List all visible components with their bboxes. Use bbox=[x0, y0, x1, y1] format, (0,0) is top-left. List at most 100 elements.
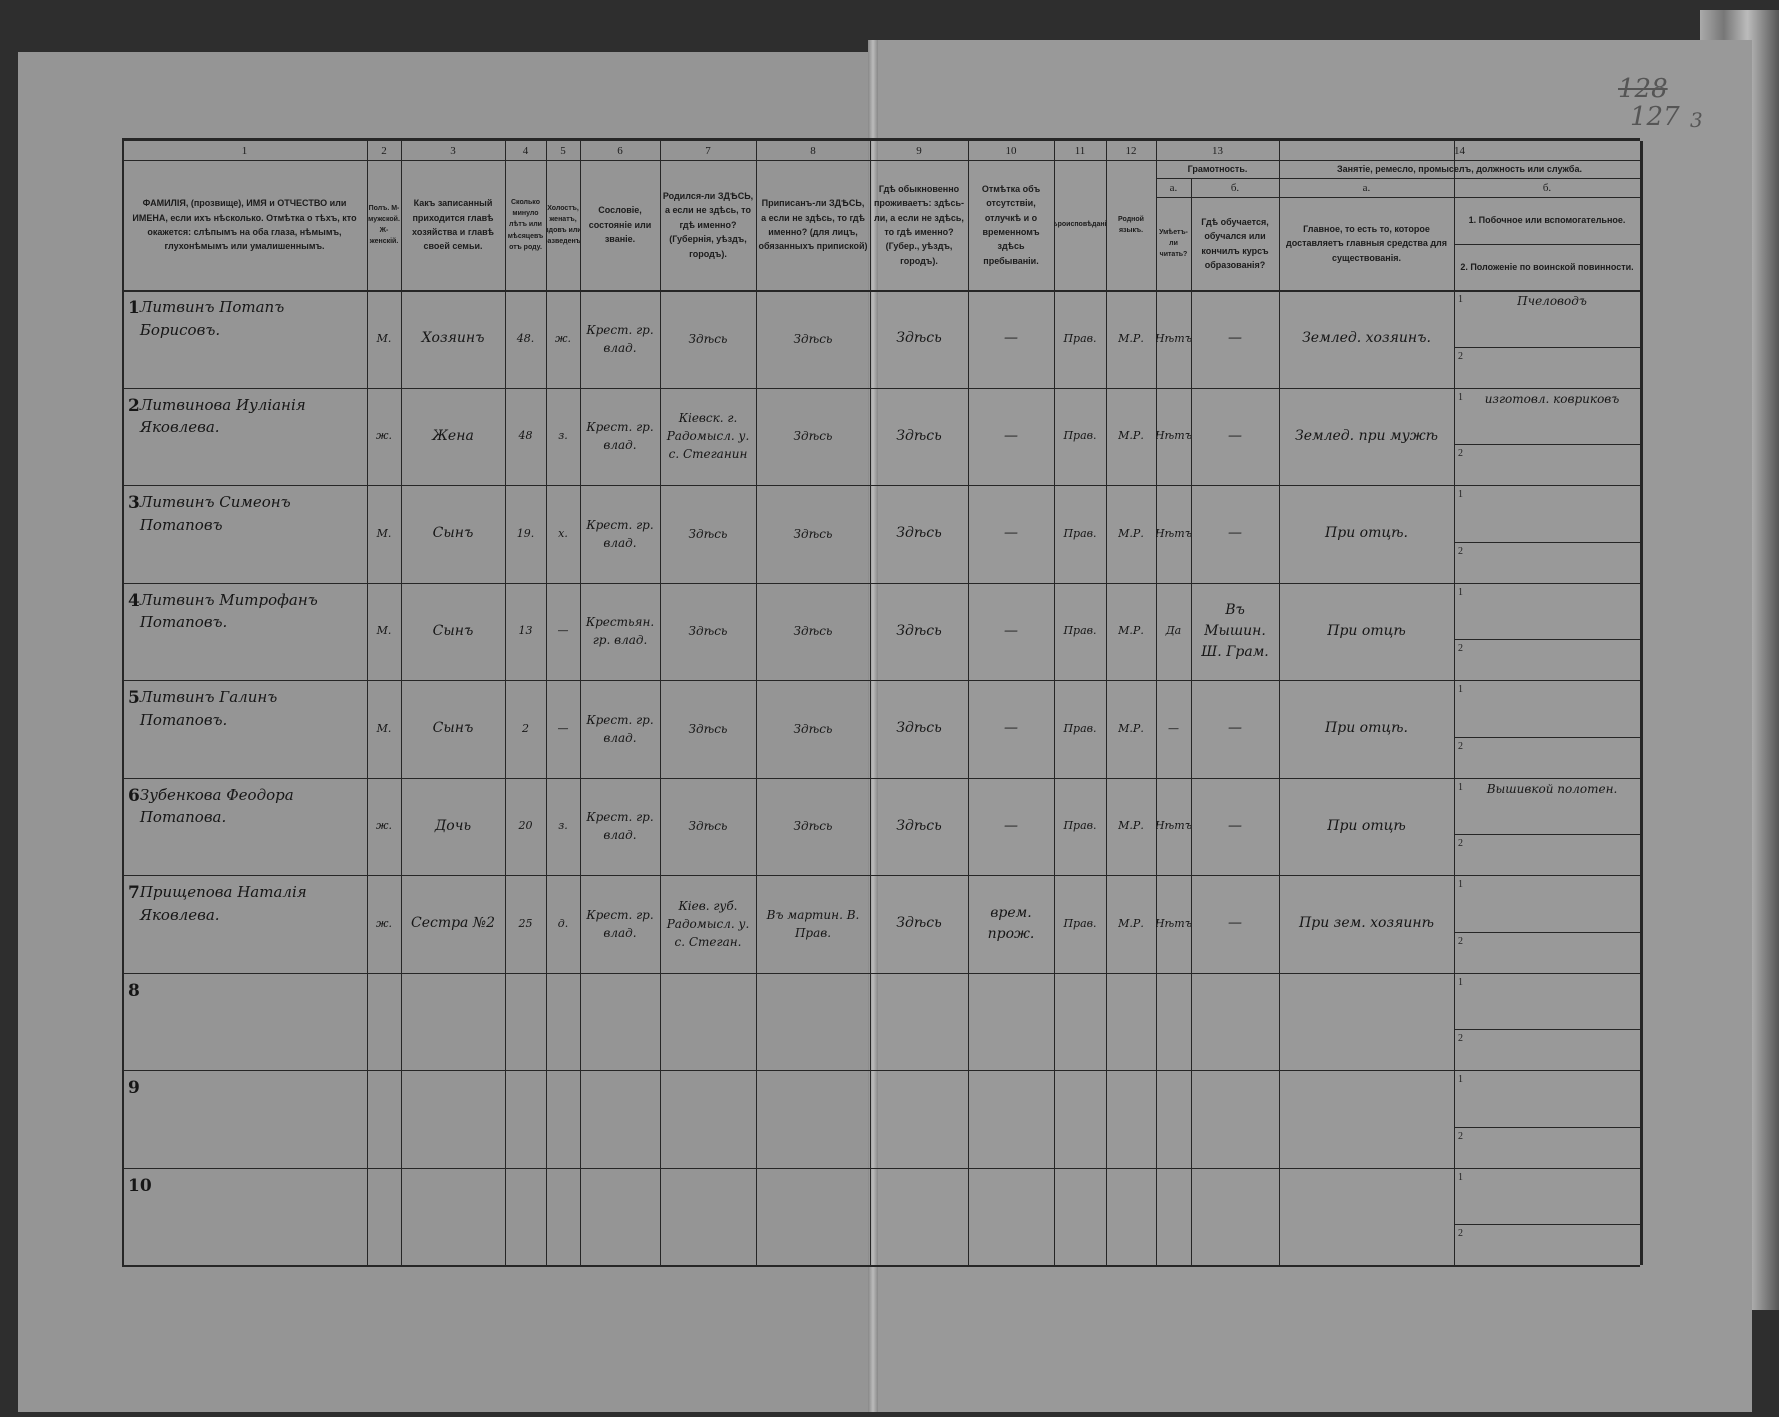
person-name-cell: 5 Литвинъ Галинъ Потаповъ. bbox=[122, 680, 367, 778]
subcolumn-header-secondary: 1. Побочное или вспомогательное. bbox=[1468, 215, 1626, 226]
row-rule bbox=[122, 680, 1640, 681]
column-header-10: Отмѣтка объ отсутствіи, отлучкѣ и о врем… bbox=[981, 183, 1041, 266]
subcolumn-letter: б. bbox=[1542, 181, 1552, 194]
cell-language: М.Р. bbox=[1118, 916, 1144, 930]
cell-marital: — bbox=[557, 721, 569, 735]
cell-occupation: При отцѣ. bbox=[1325, 525, 1408, 542]
column-divider bbox=[505, 141, 506, 1265]
row-number: 10 bbox=[128, 1175, 152, 1196]
cell-language: М.Р. bbox=[1118, 526, 1144, 540]
column-number-2: 2 bbox=[381, 144, 387, 157]
secondary-occupation-label: 1 bbox=[1458, 586, 1463, 598]
cell-relation: Сынъ bbox=[432, 720, 474, 737]
left-page bbox=[18, 52, 878, 1412]
column-divider bbox=[1454, 141, 1455, 1265]
subcolumn-header: Главное, то есть то, которое доставляетъ… bbox=[1285, 223, 1448, 263]
person-name-cell: 4 Литвинъ Митрофанъ Потаповъ. bbox=[122, 583, 367, 681]
cell-reads: Нѣтъ bbox=[1156, 331, 1191, 345]
column-number-4: 4 bbox=[522, 144, 529, 157]
military-status-label: 2 bbox=[1458, 1228, 1463, 1240]
person-name-cell: 8 bbox=[122, 973, 367, 1071]
cell-age: 20 bbox=[518, 819, 533, 832]
secondary-occupation-label: 1 bbox=[1458, 391, 1463, 403]
column-header-9: Гдѣ обыкновенно проживаетъ: здѣсь-ли, а … bbox=[873, 183, 965, 266]
column-divider bbox=[1106, 141, 1107, 1265]
column-divider bbox=[367, 141, 368, 1265]
cell-born: Здѣсь bbox=[688, 526, 728, 541]
person-name: Прищепова Наталія Яковлева. bbox=[139, 883, 307, 924]
column-header-3: Какъ записанный приходится главѣ хозяйст… bbox=[412, 198, 494, 252]
occupation-sub-rule bbox=[1454, 1224, 1640, 1226]
column-number-11: 11 bbox=[1074, 144, 1086, 157]
cell-resides: Здѣсь bbox=[896, 915, 942, 932]
occupation-sub-rule bbox=[1454, 736, 1640, 738]
military-status-label: 2 bbox=[1458, 350, 1463, 362]
cell-estate: Крест. гр. влад. bbox=[586, 420, 654, 453]
cell-absence: — bbox=[1004, 330, 1018, 347]
cell-estate: Крест. гр. влад. bbox=[586, 810, 654, 843]
secondary-occupation-label: 1 bbox=[1458, 1074, 1463, 1085]
secondary-occupation: Пчеловодъ bbox=[1517, 294, 1587, 308]
column-header-14: Занятіе, ремесло, промыселъ, должность и… bbox=[1336, 163, 1583, 174]
cell-school: Въ Мышин. Ш. Грам. bbox=[1201, 601, 1269, 660]
row-rule bbox=[122, 1070, 1640, 1071]
cell-religion: Прав. bbox=[1063, 721, 1097, 735]
row-rule bbox=[122, 972, 1640, 974]
column-number-3: 3 bbox=[450, 144, 456, 157]
cell-sex: М. bbox=[376, 721, 392, 735]
row-number: 1 bbox=[128, 298, 140, 318]
cell-religion: Прав. bbox=[1063, 331, 1097, 345]
cell-age: 48. bbox=[516, 331, 535, 345]
secondary-occupation-label: 1 bbox=[1458, 684, 1463, 695]
cell-born: Здѣсь bbox=[688, 624, 728, 639]
cell-estate: Крест. гр. влад. bbox=[586, 907, 654, 940]
military-status-label: 2 bbox=[1458, 740, 1463, 752]
column-header-13: Грамотность. bbox=[1187, 163, 1248, 174]
cell-absence: — bbox=[1004, 525, 1018, 542]
cell-resides: Здѣсь bbox=[896, 525, 942, 542]
cell-language: М.Р. bbox=[1118, 819, 1144, 832]
military-status-label: 2 bbox=[1458, 935, 1463, 947]
subheader-rule bbox=[1454, 243, 1640, 245]
row-rule bbox=[122, 387, 1640, 389]
row-number: 5 bbox=[128, 688, 140, 708]
table-bottom-border bbox=[122, 1265, 1640, 1267]
column-header-11: Вѣроисповѣданіе. bbox=[1054, 221, 1106, 229]
cell-relation: Хозяинъ bbox=[421, 330, 485, 347]
column-number-5: 5 bbox=[560, 144, 566, 157]
secondary-occupation-label: 1 bbox=[1458, 294, 1463, 305]
column-divider bbox=[401, 141, 402, 1265]
cell-occupation: Землед. хозяинъ. bbox=[1302, 330, 1431, 347]
cell-registered: Здѣсь bbox=[793, 624, 833, 639]
cell-absence: — bbox=[1004, 720, 1018, 737]
cell-occupation: При отцѣ. bbox=[1325, 720, 1408, 737]
person-name-cell: 3 Литвинъ Симеонъ Потаповъ bbox=[122, 485, 367, 583]
cell-absence: — bbox=[1004, 622, 1018, 639]
cell-reads: Да bbox=[1165, 624, 1182, 637]
column-number-8: 8 bbox=[810, 144, 816, 157]
cell-age: 2 bbox=[522, 721, 529, 735]
cell-sex: М. bbox=[376, 526, 392, 540]
cell-school: — bbox=[1228, 720, 1242, 737]
row-number: 6 bbox=[128, 785, 140, 806]
cell-born: Кіев. губ. Радомысл. у. с. Стеган. bbox=[666, 898, 750, 949]
column-divider bbox=[870, 141, 871, 1265]
side-mark: 3 bbox=[1690, 108, 1703, 132]
secondary-occupation-label: 1 bbox=[1458, 1171, 1463, 1183]
secondary-occupation: изготовл. ковриковъ bbox=[1484, 391, 1620, 406]
subheader-rule bbox=[1156, 178, 1640, 179]
header-number-rule bbox=[122, 160, 1640, 161]
cell-relation: Дочь bbox=[434, 817, 472, 834]
cell-occupation: Землед. при мужѣ bbox=[1294, 427, 1439, 444]
cell-sex: ж. bbox=[375, 916, 392, 930]
cell-occupation: При отцѣ bbox=[1327, 817, 1406, 834]
column-header-4: Сколько минуло лѣтъ или мѣсяцевъ отъ род… bbox=[507, 199, 544, 251]
cell-registered: Здѣсь bbox=[793, 721, 833, 736]
cell-marital: ж. bbox=[554, 331, 571, 345]
subcolumn-header: Умѣетъ-ли читать? bbox=[1159, 228, 1188, 259]
cell-estate: Крестьян. гр. влад. bbox=[585, 615, 655, 648]
column-number-14: 14 bbox=[1454, 144, 1465, 157]
subcolumn-letter: а. bbox=[1169, 181, 1178, 194]
cell-relation: Жена bbox=[432, 427, 474, 444]
